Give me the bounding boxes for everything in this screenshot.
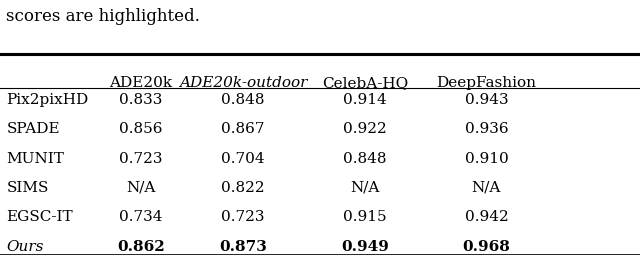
Text: N/A: N/A (350, 181, 380, 195)
Text: 0.704: 0.704 (221, 152, 265, 166)
Text: 0.848: 0.848 (343, 152, 387, 166)
Text: 0.915: 0.915 (343, 210, 387, 224)
Text: Pix2pixHD: Pix2pixHD (6, 93, 89, 107)
Text: 0.914: 0.914 (343, 93, 387, 107)
Text: 0.734: 0.734 (119, 210, 163, 224)
Text: ADE20k: ADE20k (109, 77, 172, 90)
Text: DeepFashion: DeepFashion (436, 77, 536, 90)
Text: 0.942: 0.942 (465, 210, 508, 224)
Text: 0.922: 0.922 (343, 122, 387, 136)
Text: 0.936: 0.936 (465, 122, 508, 136)
Text: CelebA-HQ: CelebA-HQ (322, 77, 408, 90)
Text: 0.822: 0.822 (221, 181, 265, 195)
Text: 0.848: 0.848 (221, 93, 265, 107)
Text: Ours: Ours (6, 240, 44, 254)
Text: N/A: N/A (126, 181, 156, 195)
Text: scores are highlighted.: scores are highlighted. (6, 8, 200, 25)
Text: 0.862: 0.862 (117, 240, 164, 254)
Text: EGSC-IT: EGSC-IT (6, 210, 73, 224)
Text: 0.943: 0.943 (465, 93, 508, 107)
Text: 0.867: 0.867 (221, 122, 265, 136)
Text: SPADE: SPADE (6, 122, 60, 136)
Text: 0.949: 0.949 (341, 240, 388, 254)
Text: ADE20k-outdoor: ADE20k-outdoor (179, 77, 307, 90)
Text: 0.833: 0.833 (119, 93, 163, 107)
Text: 0.856: 0.856 (119, 122, 163, 136)
Text: 0.910: 0.910 (465, 152, 508, 166)
Text: SIMS: SIMS (6, 181, 49, 195)
Text: 0.968: 0.968 (463, 240, 510, 254)
Text: 0.723: 0.723 (221, 210, 265, 224)
Text: 0.723: 0.723 (119, 152, 163, 166)
Text: N/A: N/A (472, 181, 501, 195)
Text: MUNIT: MUNIT (6, 152, 64, 166)
Text: 0.873: 0.873 (220, 240, 267, 254)
